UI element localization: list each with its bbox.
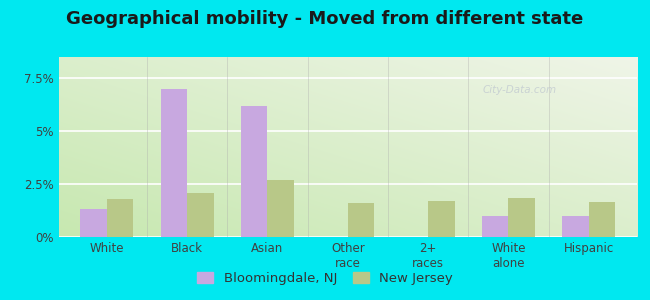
Bar bbox=[589, 202, 616, 237]
Bar bbox=[107, 199, 133, 237]
Bar bbox=[508, 198, 535, 237]
Bar bbox=[187, 193, 214, 237]
Text: Geographical mobility - Moved from different state: Geographical mobility - Moved from diffe… bbox=[66, 11, 584, 28]
Bar bbox=[482, 216, 508, 237]
Bar bbox=[428, 201, 454, 237]
Bar bbox=[241, 106, 267, 237]
Bar bbox=[562, 216, 589, 237]
Legend: Bloomingdale, NJ, New Jersey: Bloomingdale, NJ, New Jersey bbox=[192, 267, 458, 290]
Bar bbox=[80, 209, 107, 237]
Text: City-Data.com: City-Data.com bbox=[483, 85, 557, 95]
Bar bbox=[161, 89, 187, 237]
Bar bbox=[348, 203, 374, 237]
Bar bbox=[267, 180, 294, 237]
